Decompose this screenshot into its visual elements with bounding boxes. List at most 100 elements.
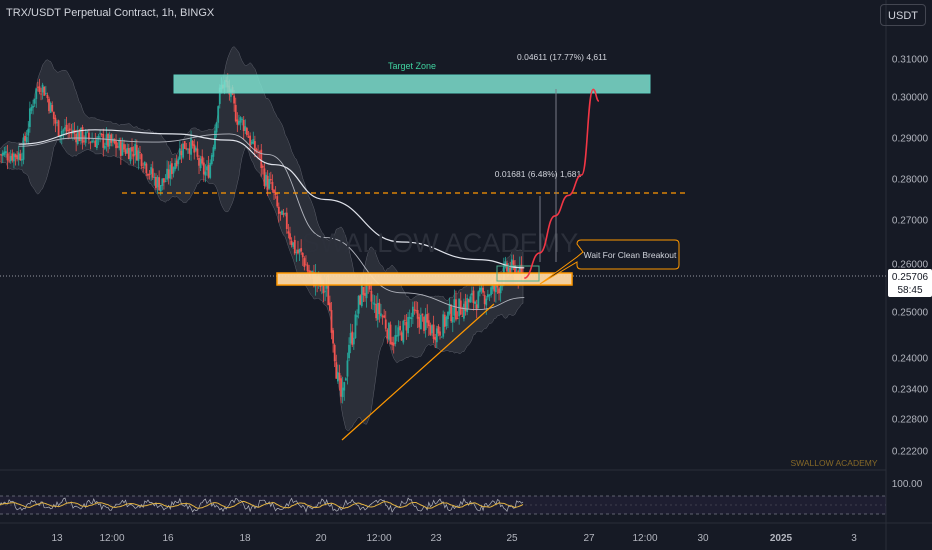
candle-body <box>499 284 502 294</box>
candle-body <box>419 314 422 330</box>
candle-body <box>362 286 365 295</box>
candle-body <box>375 304 378 319</box>
time-tick-label: 12:00 <box>632 533 657 544</box>
candle-body <box>62 129 65 132</box>
candle-body <box>247 136 250 138</box>
breakout-callout[interactable] <box>539 239 680 285</box>
candle-body <box>217 106 220 123</box>
bollinger-band <box>0 46 524 431</box>
candle-body <box>1 152 4 156</box>
currency-button[interactable]: USDT <box>880 4 926 26</box>
candle-body <box>365 282 368 299</box>
candle-body <box>199 158 202 169</box>
price-tick-label: 0.24000 <box>892 354 929 365</box>
candle-body <box>453 299 456 316</box>
candle-body <box>166 168 169 180</box>
candle-body <box>297 249 299 254</box>
candle-body <box>6 153 9 161</box>
candle-body <box>155 177 157 189</box>
candle-body <box>261 165 264 168</box>
ascending-trendline[interactable] <box>341 303 495 441</box>
candle-body <box>108 134 111 147</box>
candle-body <box>477 291 480 309</box>
candle-body <box>139 152 141 153</box>
candle-body <box>464 301 467 312</box>
candle-body <box>459 300 462 315</box>
candle-body <box>429 325 432 335</box>
candle-body <box>448 303 451 314</box>
candle-body <box>284 213 287 215</box>
candle-body <box>113 139 116 144</box>
time-scale[interactable]: 13 12:00 16 18 20 12:00 23 25 27 12:00 30 2025 3 <box>51 533 857 544</box>
candle-body <box>99 133 101 135</box>
time-tick-label: 2025 <box>770 533 793 544</box>
candle-body <box>51 104 54 112</box>
candle-body <box>163 178 165 183</box>
candle-body <box>193 144 196 153</box>
candle-body <box>83 140 86 142</box>
candle-body <box>509 267 512 273</box>
candle-body <box>153 177 156 178</box>
candle-body <box>494 282 497 293</box>
target-zone-box[interactable] <box>173 74 651 94</box>
candle-body <box>472 290 475 304</box>
candle-body <box>447 311 449 320</box>
candle-body <box>210 155 213 165</box>
candle-body <box>212 147 215 157</box>
candle-body <box>427 320 430 327</box>
candle-body <box>338 372 341 381</box>
candles <box>0 73 524 404</box>
candle-body <box>512 260 515 265</box>
candle-body <box>400 332 403 341</box>
candle-body <box>386 329 389 339</box>
price-scale[interactable]: 0.31000 0.30000 0.29000 0.28000 0.27000 0.260… <box>892 55 929 458</box>
ma-fast-line <box>18 133 525 311</box>
candle-body <box>364 293 366 296</box>
candle-body <box>360 285 363 307</box>
candle-body <box>81 126 84 143</box>
candle-body <box>423 316 425 331</box>
time-tick-label: 18 <box>239 533 251 544</box>
candle-body <box>478 287 481 293</box>
candle-body <box>100 133 103 136</box>
candle-body <box>426 313 429 323</box>
candle-body <box>520 264 523 274</box>
candle-body <box>209 162 212 178</box>
candle-body <box>271 181 274 191</box>
time-tick-label: 12:00 <box>99 533 124 544</box>
candle-body <box>399 325 402 331</box>
candle-body <box>86 131 89 133</box>
price-tick-label: 0.31000 <box>892 55 929 66</box>
candle-body <box>431 325 433 334</box>
candle-body <box>36 86 39 88</box>
candle-body <box>490 287 492 296</box>
projection-path[interactable] <box>524 88 600 279</box>
candle-body <box>416 310 419 319</box>
candle-body <box>467 299 470 303</box>
candle-body <box>381 316 384 317</box>
support-zone-box[interactable] <box>276 272 573 286</box>
candle-body <box>445 316 448 327</box>
candle-body <box>92 141 95 143</box>
candle-body <box>474 301 477 304</box>
candle-body <box>64 127 66 130</box>
price-tick-label: 0.29000 <box>892 134 929 145</box>
candle-body <box>372 302 374 304</box>
symbol-title[interactable]: TRX/USDT Perpetual Contract, 1h, BINGX <box>6 7 215 19</box>
countdown-value: 58:45 <box>897 285 922 296</box>
candle-body <box>40 93 42 95</box>
candle-body <box>255 149 258 152</box>
candle-body <box>258 151 261 153</box>
bollinger-fill <box>0 46 524 431</box>
candle-body <box>456 317 459 319</box>
candle-body <box>466 298 469 313</box>
rsi-line <box>0 497 524 513</box>
price-tick-label: 0.26000 <box>892 260 929 271</box>
candle-body <box>159 184 162 192</box>
measure-top-label: 0.04611 (17.77%) 4,611 <box>517 52 607 62</box>
candle-body <box>67 130 70 132</box>
candle-body <box>469 296 472 303</box>
candle-body <box>151 168 154 178</box>
candle-body <box>236 119 239 125</box>
